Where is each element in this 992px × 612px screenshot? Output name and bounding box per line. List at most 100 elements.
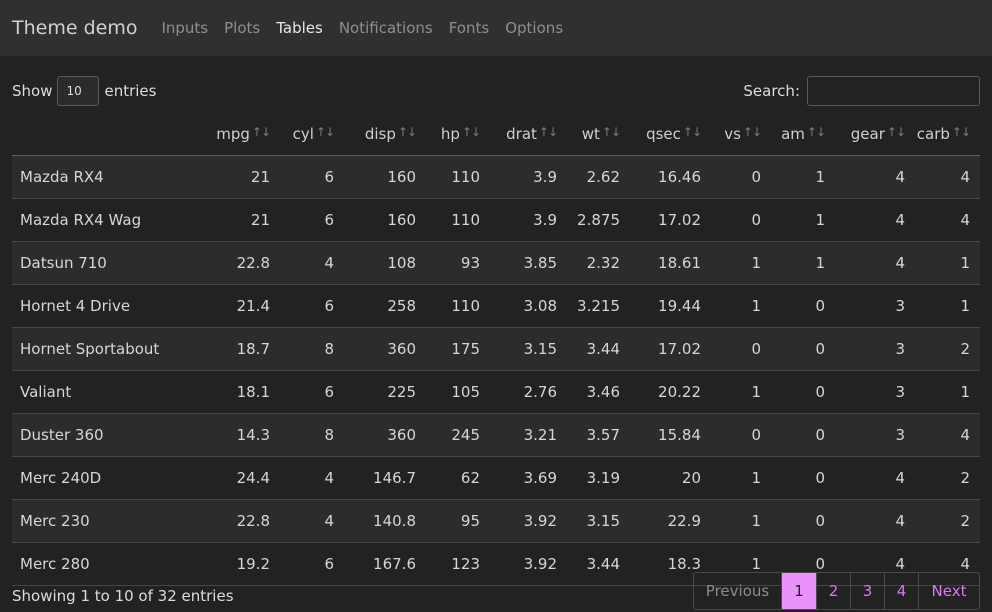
table-cell: 3.215 <box>567 284 630 328</box>
column-label: qsec <box>646 124 681 143</box>
column-header-wt[interactable]: wt ↑↓ <box>567 112 630 156</box>
table-cell: 0 <box>771 284 835 328</box>
column-header-disp[interactable]: disp ↑↓ <box>344 112 426 156</box>
entries-label: entries <box>104 82 157 100</box>
sort-updown-icon[interactable]: ↑↓ <box>461 124 481 139</box>
table-cell: 0 <box>771 456 835 500</box>
table-row[interactable]: Merc 280 19.2 6 167.6 123 3.92 3.44 18.3 1 0 4 4 <box>12 542 980 586</box>
table-cell: 22.8 <box>194 499 280 543</box>
table-cell: 1 <box>771 198 835 242</box>
table-cell: 3 <box>835 413 915 457</box>
table-cell: 1 <box>711 456 771 500</box>
table-cell: 160 <box>344 155 426 199</box>
table-row[interactable]: Hornet 4 Drive 21.4 6 258 110 3.08 3.215 19.44 1… <box>12 284 980 328</box>
table-row[interactable]: Hornet Sportabout 18.7 8 360 175 3.15 3.44 17.0… <box>12 327 980 371</box>
column-header-qsec[interactable]: qsec ↑↓ <box>630 112 711 156</box>
sort-updown-icon[interactable]: ↑↓ <box>806 124 826 139</box>
table-cell: 2.875 <box>567 198 630 242</box>
table-cell: 3 <box>835 370 915 414</box>
sort-updown-icon[interactable]: ↑↓ <box>886 124 906 139</box>
column-header-drat[interactable]: drat ↑↓ <box>490 112 567 156</box>
table-cell: 21 <box>194 198 280 242</box>
column-header-mpg[interactable]: mpg ↑↓ <box>194 112 280 156</box>
app-title: Theme demo <box>12 17 138 39</box>
table-cell: 1 <box>711 284 771 328</box>
next-button[interactable]: Next <box>918 573 979 609</box>
table-cell: 0 <box>771 413 835 457</box>
column-header-carb[interactable]: carb ↑↓ <box>915 112 980 156</box>
sort-updown-icon[interactable]: ↑↓ <box>315 124 335 139</box>
tab-plots[interactable]: Plots <box>224 19 261 37</box>
table-row[interactable]: Datsun 710 22.8 4 108 93 3.85 2.32 18.61 1 1 4 1 <box>12 241 980 285</box>
row-name-cell: Mazda RX4 Wag <box>12 198 194 242</box>
sort-updown-icon[interactable]: ↑↓ <box>742 124 762 139</box>
table-cell: 3.92 <box>490 499 567 543</box>
column-label: mpg <box>216 124 250 143</box>
column-header-gear[interactable]: gear ↑↓ <box>835 112 915 156</box>
sort-updown-icon[interactable]: ↑↓ <box>682 124 702 139</box>
column-header-am[interactable]: am ↑↓ <box>771 112 835 156</box>
table-cell: 18.3 <box>630 542 711 586</box>
tab-tables[interactable]: Tables <box>276 19 323 37</box>
page-2-button[interactable]: 2 <box>816 573 850 609</box>
table-cell: 146.7 <box>344 456 426 500</box>
table-row[interactable]: Duster 360 14.3 8 360 245 3.21 3.57 15.84 0 0 3 4 <box>12 413 980 457</box>
row-name-cell: Datsun 710 <box>12 241 194 285</box>
tab-fonts[interactable]: Fonts <box>448 19 490 37</box>
tab-inputs[interactable]: Inputs <box>161 19 209 37</box>
table-cell: 8 <box>280 413 344 457</box>
search-input[interactable] <box>807 76 980 106</box>
page-1-button[interactable]: 1 <box>781 573 816 609</box>
table-row[interactable]: Merc 240D 24.4 4 146.7 62 3.69 3.19 20 1 0 4 2 <box>12 456 980 500</box>
table-cell: 4 <box>915 542 980 586</box>
column-header-vs[interactable]: vs ↑↓ <box>711 112 771 156</box>
sort-updown-icon[interactable]: ↑↓ <box>251 124 271 139</box>
page-length-select[interactable]: 10 <box>57 76 100 106</box>
table-row[interactable]: Merc 230 22.8 4 140.8 95 3.92 3.15 22.9 1 0 4 2 <box>12 499 980 543</box>
sort-updown-icon[interactable]: ↑↓ <box>951 124 971 139</box>
previous-button[interactable]: Previous <box>705 582 770 600</box>
table-row[interactable]: Valiant 18.1 6 225 105 2.76 3.46 20.22 1 0 3 1 <box>12 370 980 414</box>
table-cell: 6 <box>280 198 344 242</box>
column-header-hp[interactable]: hp ↑↓ <box>426 112 490 156</box>
page-3-button[interactable]: 3 <box>850 573 884 609</box>
table-cell: 4 <box>835 542 915 586</box>
table-cell: 6 <box>280 370 344 414</box>
table-cell: 2 <box>915 499 980 543</box>
table-header-row: mpg ↑↓ cyl ↑↓ disp ↑↓ hp ↑↓ drat ↑↓ wt ↑↓ qsec ↑↓ vs ↑↓… <box>12 112 980 156</box>
tab-notifications[interactable]: Notifications <box>338 19 433 37</box>
column-label: carb <box>916 124 950 143</box>
table-cell: 3.9 <box>490 198 567 242</box>
table-cell: 0 <box>711 155 771 199</box>
table-cell: 3.9 <box>490 155 567 199</box>
table-row[interactable]: Mazda RX4 21 6 160 110 3.9 2.62 16.46 0 1 4 4 <box>12 155 980 199</box>
table-cell: 3.15 <box>490 327 567 371</box>
table-cell: 1 <box>711 499 771 543</box>
table-cell: 360 <box>344 327 426 371</box>
table-cell: 18.7 <box>194 327 280 371</box>
table-cell: 14.3 <box>194 413 280 457</box>
table-row[interactable]: Mazda RX4 Wag 21 6 160 110 3.9 2.875 17.02 0 1 4 4 <box>12 198 980 242</box>
table-cell: 160 <box>344 198 426 242</box>
table-cell: 0 <box>771 327 835 371</box>
table-cell: 4 <box>835 456 915 500</box>
page-4-button[interactable]: 4 <box>884 573 918 609</box>
table-cell: 1 <box>771 241 835 285</box>
table-cell: 108 <box>344 241 426 285</box>
table-cell: 123 <box>426 542 490 586</box>
table-cell: 2 <box>915 327 980 371</box>
table-cell: 2.32 <box>567 241 630 285</box>
sort-updown-icon[interactable]: ↑↓ <box>538 124 558 139</box>
table-cell: 0 <box>711 327 771 371</box>
table-cell: 4 <box>280 456 344 500</box>
search-label: Search: <box>743 82 800 100</box>
sort-updown-icon[interactable]: ↑↓ <box>397 124 417 139</box>
column-label: gear <box>850 124 885 143</box>
column-header-cyl[interactable]: cyl ↑↓ <box>280 112 344 156</box>
column-label: disp <box>364 124 396 143</box>
table-cell: 17.02 <box>630 327 711 371</box>
sort-updown-icon[interactable]: ↑↓ <box>601 124 621 139</box>
tab-options[interactable]: Options <box>505 19 564 37</box>
table-cell: 95 <box>426 499 490 543</box>
search-control: Search: <box>743 76 980 106</box>
